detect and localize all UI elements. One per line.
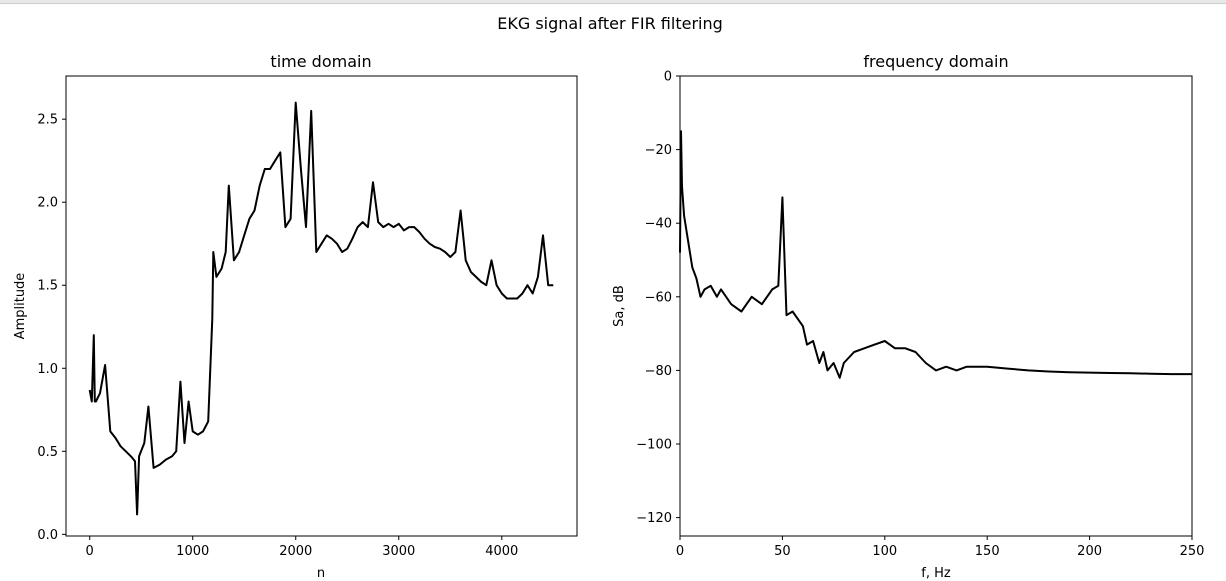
frequency-domain-ytick-label: −80 [645, 364, 672, 379]
time-domain-ytick-label: 2.0 [37, 196, 58, 211]
time-domain-xtick-label: 1000 [176, 544, 209, 559]
time-domain-ytick-label: 1.0 [37, 362, 58, 377]
time-domain-signal-line [88, 101, 554, 516]
frequency-domain-ytick-label: −40 [645, 217, 672, 232]
frequency-domain-title: frequency domain [863, 52, 1008, 71]
figure-suptitle: EKG signal after FIR filtering [497, 14, 723, 33]
time-domain-xtick-label: 0 [86, 544, 94, 559]
time-domain-xtick-label: 2000 [279, 544, 312, 559]
time-domain-ytick-label: 0.5 [37, 445, 58, 460]
frequency-domain-ticks: 0 50 100 150 200 250 0 −20 −40 −60 −80 −100 −120 [636, 70, 1204, 560]
time-domain-xtick-label: 4000 [485, 544, 518, 559]
axes-time-domain: time domain n Amplitude 0 1000 2000 3000 400… [13, 52, 578, 581]
frequency-domain-xtick-label: 200 [1077, 544, 1102, 559]
frequency-domain-frame [679, 75, 1193, 537]
window-top-strip [0, 0, 1226, 4]
frequency-domain-ytick-label: −60 [645, 290, 672, 305]
frequency-domain-xtick-label: 250 [1180, 544, 1205, 559]
frequency-domain-ytick-label: −120 [636, 511, 672, 526]
frequency-domain-xtick-label: 150 [975, 544, 1000, 559]
frequency-domain-spectrum-line [679, 130, 1192, 379]
time-domain-ticks: 0 1000 2000 3000 4000 0.0 0.5 1.0 1.5 2.0 2.5 [37, 113, 518, 559]
frequency-domain-ylabel: Sa, dB [612, 285, 627, 327]
time-domain-ylabel: Amplitude [13, 273, 28, 340]
time-domain-ytick-label: 2.5 [37, 113, 58, 128]
time-domain-ytick-label: 1.5 [37, 279, 58, 294]
frequency-domain-xtick-label: 100 [872, 544, 897, 559]
time-domain-xlabel: n [317, 566, 325, 581]
time-domain-title: time domain [270, 52, 371, 71]
time-domain-ytick-label: 0.0 [37, 528, 58, 543]
time-domain-xtick-label: 3000 [382, 544, 415, 559]
frequency-domain-ytick-label: 0 [664, 70, 672, 85]
axes-frequency-domain: frequency domain f, Hz Sa, dB 0 50 100 150 2… [612, 52, 1204, 581]
time-domain-frame [65, 75, 578, 537]
frequency-domain-xtick-label: 0 [676, 544, 684, 559]
frequency-domain-ytick-label: −20 [645, 143, 672, 158]
frequency-domain-ytick-label: −100 [636, 438, 672, 453]
frequency-domain-xtick-label: 50 [774, 544, 791, 559]
frequency-domain-xlabel: f, Hz [921, 566, 951, 581]
